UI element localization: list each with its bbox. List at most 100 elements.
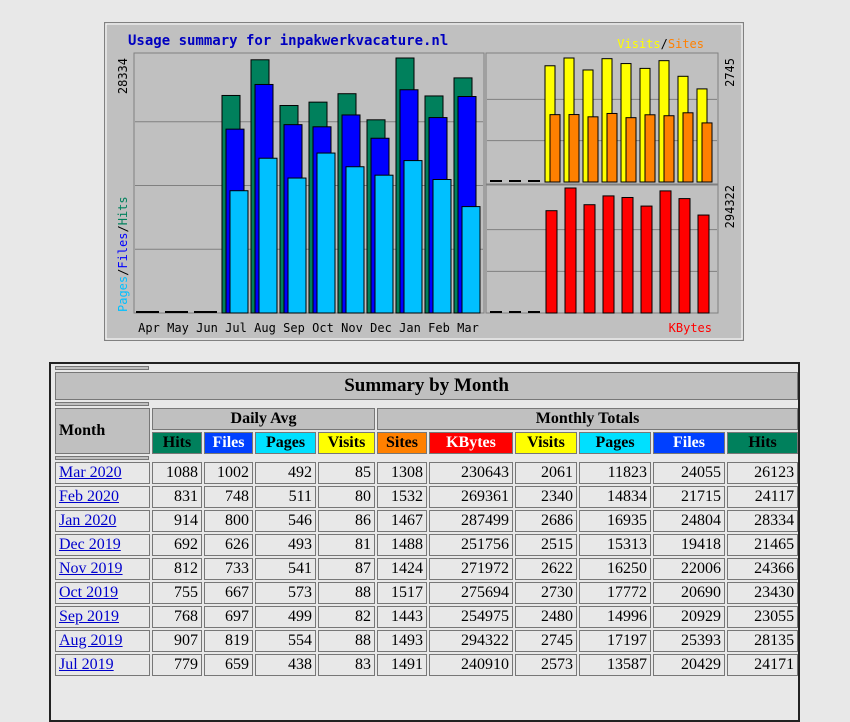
month-link[interactable]: Aug 2019 [59,632,123,649]
cell-d-pages: 499 [255,606,316,628]
left-bars [136,57,481,314]
month-link[interactable]: Nov 2019 [59,560,123,577]
cell-d-pages: 573 [255,582,316,604]
month-header: Month [55,408,150,454]
table-row: Dec 2019 692 626 493 81 1488 251756 2515 15313 19… [55,534,799,556]
cell-visits: 2730 [515,582,577,604]
col-daily-files: Files [204,432,253,454]
month-link[interactable]: Dec 2019 [59,536,121,553]
month-link[interactable]: Feb 2020 [59,488,119,505]
month-cell: Feb 2020 [55,486,150,508]
cell-d-hits: 779 [152,654,202,676]
cell-d-pages: 511 [255,486,316,508]
cell-d-pages: 493 [255,534,316,556]
legend-pages: Pages [116,276,130,312]
right-top-panel [485,52,719,185]
bar-sites [606,112,618,183]
bar-sites [701,122,713,183]
cell-files: 24055 [653,462,725,484]
cell-files: 20690 [653,582,725,604]
right-bottom-bars [490,187,710,314]
cell-hits: 24171 [727,654,799,676]
cell-d-visits: 82 [318,606,375,628]
cell-kbytes: 271972 [429,558,513,580]
bar-pages [345,166,365,314]
cell-d-pages: 492 [255,462,316,484]
cell-files: 21715 [653,486,725,508]
col-monthly-pages: Pages [579,432,651,454]
cell-d-files: 733 [204,558,253,580]
graph-frame [104,22,744,341]
legend-left: Pages/Files/Hits [116,196,130,312]
bar-kbytes [678,198,691,314]
month-label: Aug [254,321,276,335]
cell-files: 22006 [653,558,725,580]
bar-pages [403,160,423,314]
table-row: Sep 2019 768 697 499 82 1443 254975 2480 14996 20… [55,606,799,628]
col-monthly-sites: Sites [377,432,427,454]
cell-pages: 11823 [579,462,651,484]
cell-hits: 24366 [727,558,799,580]
month-cell: Dec 2019 [55,534,150,556]
cell-sites: 1467 [377,510,427,532]
cell-d-files: 819 [204,630,253,652]
cell-kbytes: 294322 [429,630,513,652]
cell-d-files: 748 [204,486,253,508]
month-link[interactable]: Sep 2019 [59,608,119,625]
cell-pages: 16935 [579,510,651,532]
cell-d-pages: 554 [255,630,316,652]
month-label: Mar [457,321,479,335]
month-link[interactable]: Mar 2020 [59,464,122,481]
cell-d-visits: 88 [318,582,375,604]
month-label: Oct [312,321,334,335]
month-label: Jul [225,321,247,335]
cell-files: 20929 [653,606,725,628]
table-row: Aug 2019 907 819 554 88 1493 294322 2745 17197 25… [55,630,799,652]
bar-sites [682,112,694,183]
table-row: Jul 2019 779 659 438 83 1491 240910 2573 13587 20… [55,654,799,676]
bar-kbytes [545,210,558,314]
cell-sites: 1443 [377,606,427,628]
right-bottom-axis-label: 294322 [723,185,737,228]
cell-pages: 16250 [579,558,651,580]
month-cell: Jul 2019 [55,654,150,676]
cell-d-visits: 85 [318,462,375,484]
cell-d-files: 659 [204,654,253,676]
month-link[interactable]: Jul 2019 [59,656,114,673]
bar-sites [568,114,580,183]
month-labels: Apr May Jun Jul Aug Sep Oct Nov Dec Jan Feb Mar [138,321,479,335]
legend-visits: Visits [617,37,660,51]
cell-d-hits: 907 [152,630,202,652]
bar-sites [663,115,675,183]
cell-d-pages: 438 [255,654,316,676]
cell-kbytes: 230643 [429,462,513,484]
cell-visits: 2573 [515,654,577,676]
col-daily-visits: Visits [318,432,375,454]
monthly-totals-header: Monthly Totals [377,408,799,430]
bar-kbytes [659,190,672,314]
bar-sites [587,116,599,183]
cell-pages: 17772 [579,582,651,604]
legend-top-right: Visits/Sites [617,37,704,51]
cell-files: 25393 [653,630,725,652]
cell-d-hits: 692 [152,534,202,556]
cell-visits: 2515 [515,534,577,556]
legend-sites: Sites [668,37,704,51]
col-monthly-visits: Visits [515,432,577,454]
cell-pages: 17197 [579,630,651,652]
cell-d-visits: 83 [318,654,375,676]
month-label: Feb [428,321,450,335]
cell-visits: 2622 [515,558,577,580]
bar-pages [316,152,336,314]
month-link[interactable]: Oct 2019 [59,584,119,601]
cell-d-files: 667 [204,582,253,604]
cell-hits: 28135 [727,630,799,652]
cell-d-pages: 546 [255,510,316,532]
table-row: Feb 2020 831 748 511 80 1532 269361 2340 14834 21… [55,486,799,508]
cell-sites: 1493 [377,630,427,652]
table-row: Mar 2020 1088 1002 492 85 1308 230643 2061 11823… [55,462,799,484]
month-label: Jan [399,321,421,335]
month-link[interactable]: Jan 2020 [59,512,117,529]
cell-visits: 2745 [515,630,577,652]
table-row: Jan 2020 914 800 546 86 1467 287499 2686 16935 24… [55,510,799,532]
